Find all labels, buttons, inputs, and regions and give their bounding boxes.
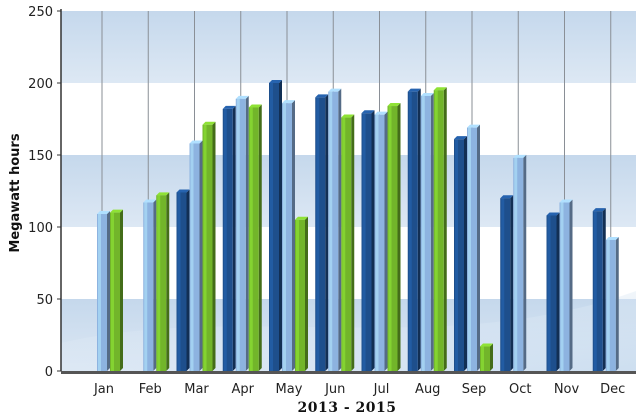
bar: [248, 104, 262, 371]
bar: [341, 114, 355, 371]
bar: [407, 88, 421, 371]
bar: [559, 199, 573, 371]
y-tick-labels: 0 50 100 150 200 250: [28, 5, 53, 380]
y-tick-label: 150: [28, 149, 53, 164]
bar: [143, 199, 157, 371]
y-tick-label: 50: [36, 293, 53, 308]
bar: [235, 95, 249, 371]
bar: [282, 100, 295, 371]
bar: [546, 212, 560, 371]
bar: [315, 94, 329, 372]
bar: [374, 111, 388, 372]
x-tick-label: Jun: [324, 382, 345, 397]
x-tick-label: May: [276, 382, 303, 397]
x-tick-label: Jan: [93, 382, 114, 397]
bar: [202, 121, 216, 371]
x-tick-label: Jul: [373, 382, 390, 397]
bar: [433, 87, 447, 371]
grid-band: [61, 11, 636, 83]
x-tick-label: Sep: [462, 382, 487, 397]
x-axis-title: 2013 - 2015: [298, 400, 397, 416]
bar: [110, 209, 123, 371]
bar: [513, 154, 527, 371]
x-tick-label: Mar: [184, 382, 209, 397]
y-tick-label: 200: [28, 77, 53, 92]
y-tick-label: 0: [45, 365, 53, 380]
y-tick-label: 250: [28, 5, 53, 20]
bar: [222, 105, 236, 372]
bar: [592, 208, 606, 371]
axes: [60, 9, 636, 374]
bar: [176, 189, 190, 371]
y-tick-label: 100: [28, 221, 53, 236]
bar: [420, 92, 434, 372]
y-axis-title: Megawatt hours: [8, 133, 23, 252]
x-tick-label: Nov: [554, 382, 580, 397]
bar: [361, 110, 375, 372]
bar: [605, 236, 619, 371]
bar: [295, 216, 308, 371]
bar: [454, 136, 467, 371]
bar: [156, 192, 170, 371]
bars: [97, 80, 619, 372]
bar: [467, 124, 480, 371]
bar: [97, 211, 110, 371]
bar: [387, 103, 401, 371]
x-tick-label: Aug: [415, 382, 440, 397]
x-tick-label: Feb: [139, 382, 162, 397]
x-tick-label: Apr: [232, 382, 255, 397]
x-tick-label: Dec: [600, 382, 625, 397]
bar: [189, 140, 203, 371]
bar: [500, 195, 514, 371]
x-axis-line: [61, 371, 636, 374]
bar: [480, 343, 493, 371]
x-tick-label: Oct: [509, 382, 531, 397]
bar: [328, 88, 342, 371]
bar: [269, 80, 282, 371]
x-tick-labels: Jan Feb Mar Apr May Jun Jul Aug Sep Oct Nov Dec: [93, 382, 625, 397]
